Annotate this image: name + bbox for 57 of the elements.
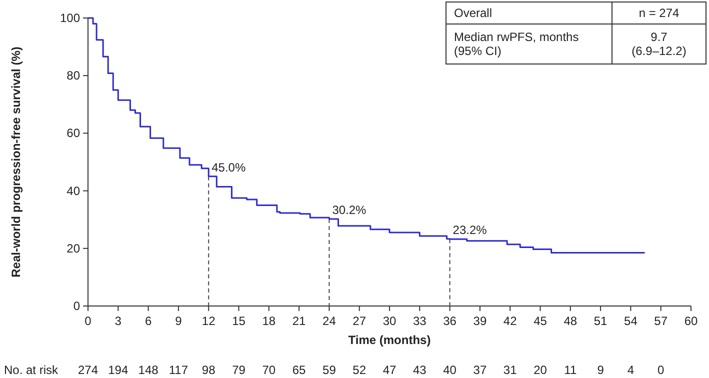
x-tick-label: 3 [114, 314, 122, 328]
x-tick-label: 51 [594, 314, 608, 328]
x-tick-label: 33 [412, 314, 427, 328]
annotation: 30.2% [332, 203, 367, 218]
text: No. at risk [4, 363, 60, 377]
x-tick-label: 6 [144, 314, 152, 328]
y-tick-label: 80 [66, 68, 80, 83]
x-axis-title: Time (months) [348, 333, 431, 347]
x-tick-label: 21 [292, 314, 306, 328]
x-tick-label: 0 [84, 314, 92, 328]
x-tick-label: 30 [382, 314, 396, 328]
text: 148 [138, 363, 159, 377]
text: 70 [262, 363, 276, 377]
y-tick-label: 60 [66, 126, 80, 140]
y-tick-label: 100 [60, 11, 80, 25]
text: 31 [503, 363, 518, 377]
annotation: 23.2% [452, 223, 488, 238]
x-tick-label: 42 [503, 314, 518, 328]
y-axis-title: Real-world progression-free survival (%) [9, 46, 23, 278]
x-tick-label: 45 [534, 314, 548, 328]
text: 117 [168, 363, 188, 377]
text: 59 [322, 363, 336, 377]
x-tick-label: 60 [684, 314, 698, 328]
text: 194 [108, 363, 128, 377]
text: 43 [412, 363, 427, 377]
x-tick-label: 54 [624, 314, 638, 328]
x-tick-label: 27 [352, 314, 366, 328]
text: 79 [232, 363, 246, 377]
x-tick-label: 48 [564, 314, 578, 328]
x-tick-label: 36 [443, 314, 457, 328]
x-tick-label: 18 [262, 314, 276, 328]
annotation: n = 274 [638, 6, 680, 20]
text: 4 [627, 363, 634, 377]
y-tick-label: 0 [73, 299, 80, 313]
text: 65 [292, 363, 306, 377]
y-tick-label: 20 [66, 241, 80, 256]
text: 37 [473, 363, 487, 377]
text: 47 [382, 363, 396, 377]
annotation: 9.7 (6.9–12.2) [632, 30, 686, 58]
text: 9 [597, 363, 604, 377]
y-tick-label: 40 [66, 184, 80, 198]
x-tick-label: 24 [322, 314, 336, 328]
text: 0 [658, 363, 665, 377]
annotation: 45.0% [212, 160, 246, 174]
annotation: Overall [454, 6, 492, 20]
text: 52 [352, 363, 366, 377]
text: 98 [202, 363, 216, 377]
text: 20 [534, 363, 548, 377]
x-tick-label: 12 [202, 314, 216, 328]
text: 11 [564, 363, 577, 377]
x-tick-label: 39 [473, 314, 487, 328]
x-tick-label: 57 [654, 314, 668, 328]
text: 40 [443, 363, 457, 377]
x-tick-label: 15 [232, 314, 246, 328]
text: 274 [78, 363, 98, 377]
x-tick-label: 9 [175, 314, 182, 328]
annotation: Median rwPFS, months (95% CI) [454, 30, 579, 58]
